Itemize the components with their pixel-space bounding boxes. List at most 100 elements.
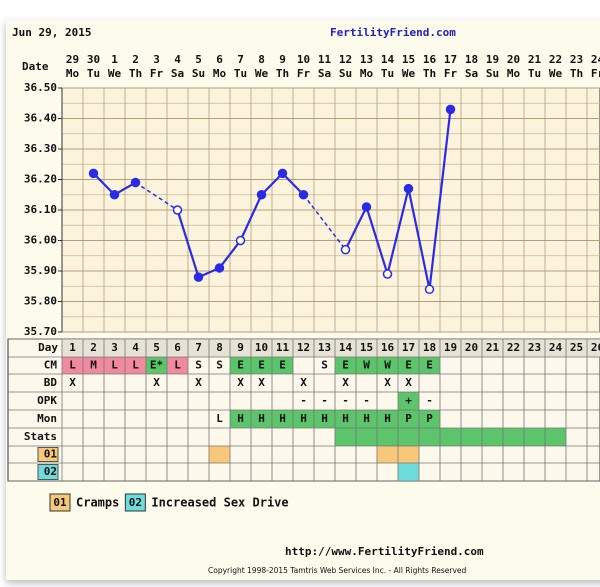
weekday-label: We <box>255 67 269 80</box>
y-tick-label: 35.80 <box>24 295 57 308</box>
footer-url: http://www.FertilityFriend.com <box>285 545 484 558</box>
cell-fill <box>293 410 314 428</box>
cell-text: X <box>384 376 391 389</box>
cell-text: H <box>342 412 349 425</box>
day-number: 2 <box>90 341 97 354</box>
date-label: 18 <box>465 53 478 66</box>
weekday-label: Sa <box>318 67 331 80</box>
day-number: 15 <box>360 341 373 354</box>
legend-label: Cramps <box>76 496 119 510</box>
cell-text: L <box>111 359 118 372</box>
date-label: 17 <box>444 53 457 66</box>
date-label: 29 <box>66 53 79 66</box>
cell-fill <box>83 357 104 374</box>
temperature-point <box>298 190 309 200</box>
day-number: 19 <box>444 341 457 354</box>
weekday-label: Tu <box>528 67 541 80</box>
date-label: 14 <box>381 53 395 66</box>
day-number: 8 <box>216 341 223 354</box>
cell-text: + <box>405 394 412 407</box>
date-label: 19 <box>486 53 499 66</box>
cell-fill <box>335 357 356 374</box>
row-label: Stats <box>24 430 57 443</box>
weekday-label: Th <box>570 67 583 80</box>
temperature-point <box>361 202 372 212</box>
temperature-point <box>256 190 267 200</box>
cell-fill <box>419 357 440 374</box>
day-number: 24 <box>549 341 563 354</box>
temperature-point <box>445 104 456 115</box>
temperature-point <box>424 284 435 295</box>
cell-fill <box>356 428 377 446</box>
weekday-label: Mo <box>507 67 521 80</box>
date-label: 20 <box>507 53 520 66</box>
date-label: 2 <box>132 53 139 66</box>
cell-text: P <box>426 412 433 425</box>
y-tick-label: 36.10 <box>24 203 57 216</box>
cell-fill <box>167 357 188 374</box>
cell-fill <box>398 392 419 410</box>
chart-date: Jun 29, 2015 <box>12 26 91 39</box>
cell-text: S <box>321 359 328 372</box>
cell-text: H <box>300 412 307 425</box>
cell-fill <box>377 357 398 374</box>
cell-text: H <box>237 412 244 425</box>
cell-text: M <box>90 359 97 372</box>
day-number: 10 <box>255 341 268 354</box>
date-label: 6 <box>216 53 223 66</box>
cell-text: - <box>300 394 307 407</box>
cell-fill <box>398 410 419 428</box>
cell-text: X <box>69 376 76 389</box>
day-number: 21 <box>486 341 500 354</box>
day-number: 1 <box>69 341 76 354</box>
date-label: 11 <box>318 53 332 66</box>
temperature-point <box>235 235 246 246</box>
cell-text: - <box>342 394 349 407</box>
weekday-label: Tu <box>381 67 394 80</box>
temperature-point <box>88 168 99 179</box>
row-label: CM <box>44 359 58 372</box>
y-tick-label: 35.90 <box>24 264 57 277</box>
day-number: 26 <box>591 341 600 354</box>
cell-fill <box>125 357 146 374</box>
row-label: BD <box>44 376 58 389</box>
legend-label: Increased Sex Drive <box>151 496 288 510</box>
day-number: 25 <box>570 341 583 354</box>
cell-fill <box>440 428 461 446</box>
weekday-label: Tu <box>87 67 100 80</box>
cell-text: E* <box>150 359 163 372</box>
cell-text: H <box>384 412 391 425</box>
row-label-box <box>37 464 59 480</box>
cell-text: X <box>342 376 349 389</box>
day-number: 16 <box>381 341 395 354</box>
day-number: 20 <box>465 341 478 354</box>
legend-code: 01 <box>53 496 67 509</box>
date-label: 30 <box>87 53 100 66</box>
cell-text: L <box>69 359 76 372</box>
weekday-label: Fr <box>591 67 600 80</box>
date-label: 13 <box>360 53 373 66</box>
legend-code: 02 <box>129 496 142 509</box>
temperature-point <box>130 177 141 188</box>
cell-text: P <box>405 412 412 425</box>
weekday-label: Th <box>423 67 436 80</box>
y-tick-label: 36.40 <box>24 112 57 125</box>
day-number: 7 <box>195 341 202 354</box>
cell-fill <box>356 410 377 428</box>
day-number: 22 <box>507 341 520 354</box>
row-label-box <box>37 447 59 462</box>
cell-text: X <box>405 376 412 389</box>
day-number: 5 <box>153 341 160 354</box>
date-label: 12 <box>339 53 352 66</box>
day-number: 4 <box>132 341 139 354</box>
date-label: 10 <box>297 53 310 66</box>
cell-text: E <box>237 359 244 372</box>
weekday-label: We <box>549 67 563 80</box>
y-tick-label: 36.00 <box>24 234 57 247</box>
cell-text: E <box>342 359 349 372</box>
cell-fill <box>209 446 230 463</box>
weekday-label: Th <box>129 67 142 80</box>
cell-fill <box>377 446 398 463</box>
y-tick-label: 36.20 <box>24 173 57 186</box>
cell-text: L <box>132 359 139 372</box>
